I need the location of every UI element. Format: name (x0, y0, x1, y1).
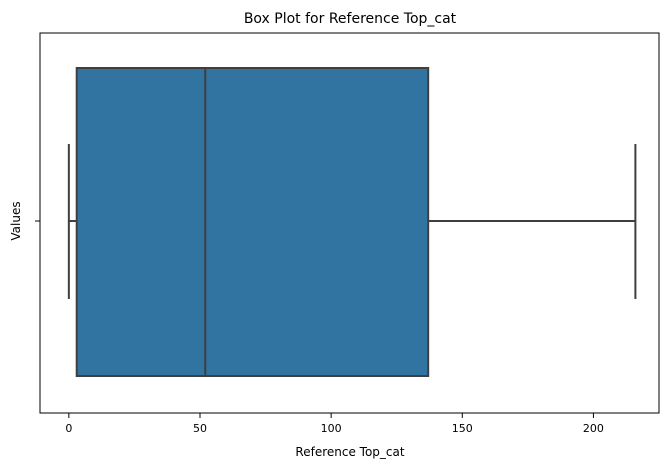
x-tick-label: 0 (65, 422, 72, 435)
chart-title: Box Plot for Reference Top_cat (244, 11, 457, 27)
x-tick-label: 200 (583, 422, 604, 435)
x-tick-label: 100 (321, 422, 342, 435)
plot-area: 0 50 100 150 200 (35, 32, 660, 435)
x-tick-label: 150 (452, 422, 473, 435)
x-tick-label: 50 (193, 422, 207, 435)
x-axis-label: Reference Top_cat (295, 445, 404, 459)
axes-frame (39, 32, 660, 414)
iqr-box (75, 67, 430, 377)
y-axis-label: Values (9, 201, 23, 240)
